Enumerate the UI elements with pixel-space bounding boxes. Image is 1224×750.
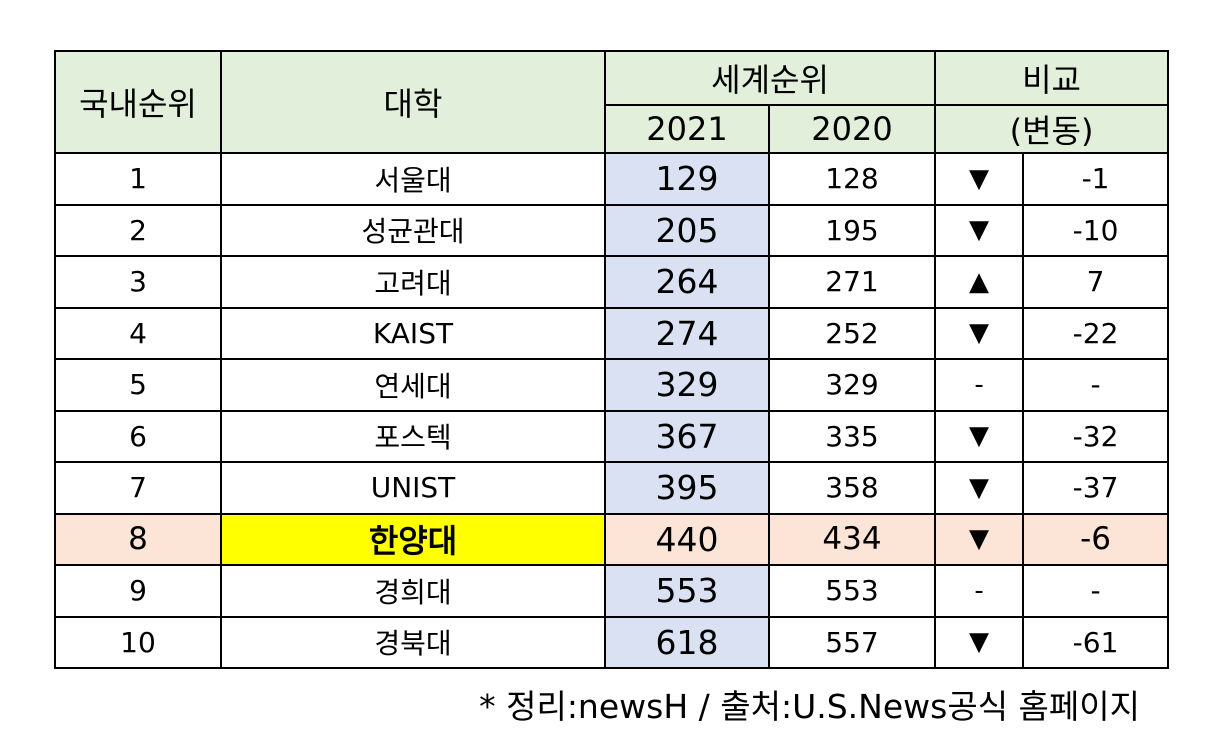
trend-icon: ▼ — [934, 409, 1025, 463]
university-cell: 경희대 — [220, 564, 606, 618]
table-row: 2 성균관대 205 195 ▼ -10 — [54, 203, 1170, 257]
table-row: 7 UNIST 395 358 ▼ -37 — [54, 461, 1170, 515]
change-cell: -1 — [1022, 152, 1170, 206]
rank-cell: 3 — [54, 255, 222, 309]
rank-2020-cell: 329 — [767, 358, 937, 412]
trend-icon: ▼ — [934, 152, 1025, 206]
university-cell: UNIST — [220, 461, 606, 515]
rank-2021-cell: 618 — [604, 615, 770, 669]
university-cell: 서울대 — [220, 152, 606, 206]
rank-2020-cell: 195 — [767, 203, 937, 257]
ranking-table: 국내순위 대학 세계순위 비교 2021 2020 (변동) 1 서울대 129… — [54, 50, 1170, 669]
rank-cell: 8 — [54, 512, 222, 566]
change-cell: - — [1022, 564, 1170, 618]
rank-cell: 7 — [54, 461, 222, 515]
rank-2021-cell: 264 — [604, 255, 770, 309]
rank-cell: 5 — [54, 358, 222, 412]
rank-2020-cell: 434 — [767, 512, 937, 566]
university-cell: 고려대 — [220, 255, 606, 309]
trend-icon: ▼ — [934, 306, 1025, 360]
rank-2021-cell: 205 — [604, 203, 770, 257]
trend-icon: - — [934, 358, 1025, 412]
change-cell: - — [1022, 358, 1170, 412]
rank-2021-cell: 367 — [604, 409, 770, 463]
rank-2021-cell: 553 — [604, 564, 770, 618]
university-cell: KAIST — [220, 306, 606, 360]
header-domestic-rank: 국내순위 — [54, 50, 222, 154]
rank-2020-cell: 128 — [767, 152, 937, 206]
rank-cell: 10 — [54, 615, 222, 669]
trend-icon: - — [934, 564, 1025, 618]
rank-cell: 4 — [54, 306, 222, 360]
change-cell: -37 — [1022, 461, 1170, 515]
trend-icon: ▼ — [934, 615, 1025, 669]
change-cell: -61 — [1022, 615, 1170, 669]
change-cell: -6 — [1022, 512, 1170, 566]
header-change: (변동) — [934, 104, 1170, 154]
table-row: 3 고려대 264 271 ▲ 7 — [54, 255, 1170, 309]
university-cell: 성균관대 — [220, 203, 606, 257]
table-row: 6 포스텍 367 335 ▼ -32 — [54, 409, 1170, 463]
change-cell: 7 — [1022, 255, 1170, 309]
table-row: 9 경희대 553 553 - - — [54, 564, 1170, 618]
highlighted-table-row: 8 한양대 440 434 ▼ -6 — [54, 512, 1170, 566]
rank-2020-cell: 335 — [767, 409, 937, 463]
rank-2021-cell: 395 — [604, 461, 770, 515]
table-row: 5 연세대 329 329 - - — [54, 358, 1170, 412]
university-cell: 경북대 — [220, 615, 606, 669]
header-year-2020: 2020 — [767, 104, 937, 154]
rank-2021-cell: 274 — [604, 306, 770, 360]
change-cell: -32 — [1022, 409, 1170, 463]
rank-cell: 2 — [54, 203, 222, 257]
trend-icon: ▼ — [934, 461, 1025, 515]
rank-cell: 6 — [54, 409, 222, 463]
rank-2021-cell: 440 — [604, 512, 770, 566]
rank-2021-cell: 129 — [604, 152, 770, 206]
header-compare: 비교 — [934, 50, 1170, 106]
university-cell-highlighted: 한양대 — [220, 512, 606, 566]
rank-2021-cell: 329 — [604, 358, 770, 412]
table-row: 4 KAIST 274 252 ▼ -22 — [54, 306, 1170, 360]
table-row: 1 서울대 129 128 ▼ -1 — [54, 152, 1170, 206]
university-cell: 연세대 — [220, 358, 606, 412]
university-cell: 포스텍 — [220, 409, 606, 463]
header-university: 대학 — [220, 50, 606, 154]
rank-cell: 9 — [54, 564, 222, 618]
trend-icon: ▼ — [934, 512, 1025, 566]
rank-2020-cell: 557 — [767, 615, 937, 669]
rank-2020-cell: 271 — [767, 255, 937, 309]
trend-icon: ▼ — [934, 203, 1025, 257]
header-year-2021: 2021 — [604, 104, 770, 154]
change-cell: -22 — [1022, 306, 1170, 360]
rank-2020-cell: 252 — [767, 306, 937, 360]
rank-cell: 1 — [54, 152, 222, 206]
rank-2020-cell: 358 — [767, 461, 937, 515]
change-cell: -10 — [1022, 203, 1170, 257]
source-footnote: * 정리:newsH / 출처:U.S.News공식 홈페이지 — [479, 687, 1140, 726]
header-world-rank: 세계순위 — [603, 50, 937, 106]
table-row: 10 경북대 618 557 ▼ -61 — [54, 615, 1170, 669]
rank-2020-cell: 553 — [767, 564, 937, 618]
trend-icon: ▲ — [934, 255, 1025, 309]
